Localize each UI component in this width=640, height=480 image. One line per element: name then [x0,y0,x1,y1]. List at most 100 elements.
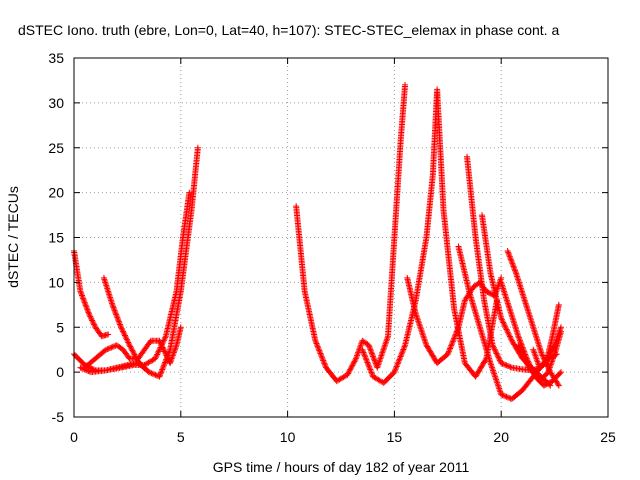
data-point [364,359,371,366]
data-point [490,369,497,376]
data-point [149,370,156,377]
data-point [450,335,457,342]
data-point [494,353,501,360]
data-point [491,346,498,353]
data-point [152,355,159,362]
data-point [370,354,377,361]
data-point [397,354,404,361]
data-point [376,357,383,364]
data-point [421,337,428,344]
data-series-arc [81,324,184,371]
data-point [503,362,510,369]
data-point [109,301,116,308]
data-point [121,331,128,338]
x-tick-label: 25 [600,429,616,445]
data-point [507,364,514,371]
data-point [516,345,523,352]
data-point [157,340,164,347]
data-point [351,358,358,365]
data-point [399,349,406,356]
x-tick-label: 5 [177,429,185,445]
data-point [495,384,502,391]
data-point [498,391,505,398]
data-point [546,366,553,373]
data-point [395,359,402,366]
data-point [87,314,94,321]
data-point [420,334,427,341]
data-point [512,268,519,275]
data-point [530,348,537,355]
data-point [413,312,420,319]
data-series-arc [515,328,565,385]
data-point [161,360,168,367]
data-point [363,358,370,365]
data-point [108,344,115,351]
data-point [453,329,460,336]
data-point [365,342,372,349]
data-point [158,367,165,374]
data-point [549,357,556,364]
data-point [83,303,90,310]
data-point [347,366,354,373]
data-point [499,392,506,399]
data-point [315,344,322,351]
data-point [168,355,175,362]
data-point [375,361,382,368]
data-point [397,353,404,360]
data-point [127,343,134,350]
data-point [521,356,528,363]
data-point [498,315,505,322]
data-point [352,357,359,364]
data-point [518,349,525,356]
data-point [369,352,376,359]
data-point [490,344,497,351]
data-point [363,356,370,363]
data-point [494,379,501,386]
data-point [79,293,86,300]
data-point [495,354,502,361]
data-point [498,360,505,367]
data-point [371,357,378,364]
x-tick-label: 20 [493,429,509,445]
data-point [345,369,352,376]
data-point [367,346,374,353]
data-point [532,354,539,361]
data-series-arc [504,247,562,389]
data-point [85,368,92,375]
data-point [156,373,163,380]
data-point [493,350,500,357]
data-point [545,367,552,374]
data-point [157,339,164,346]
data-point [87,313,94,320]
data-point [496,357,503,364]
data-point [511,266,518,273]
data-point [344,371,351,378]
data-point [314,343,321,350]
data-point [315,346,322,353]
data-point [452,332,459,339]
data-point [508,257,515,264]
data-point [115,317,122,324]
data-point [555,381,562,388]
data-point [503,326,510,333]
data-point [85,310,92,317]
data-series-arc [71,144,201,380]
data-point [105,331,112,338]
y-tick-label: 25 [48,140,64,156]
data-point [154,350,161,357]
data-point [82,302,89,309]
data-point [416,321,423,328]
data-point [381,343,388,350]
data-point [111,307,118,314]
data-point [89,318,96,325]
data-point [504,327,511,334]
data-point [511,264,518,271]
data-point [186,189,193,196]
data-point [395,357,402,364]
data-point [496,387,503,394]
data-point [504,247,511,254]
data-point [489,364,496,371]
data-point [319,356,326,363]
data-point [548,358,555,365]
